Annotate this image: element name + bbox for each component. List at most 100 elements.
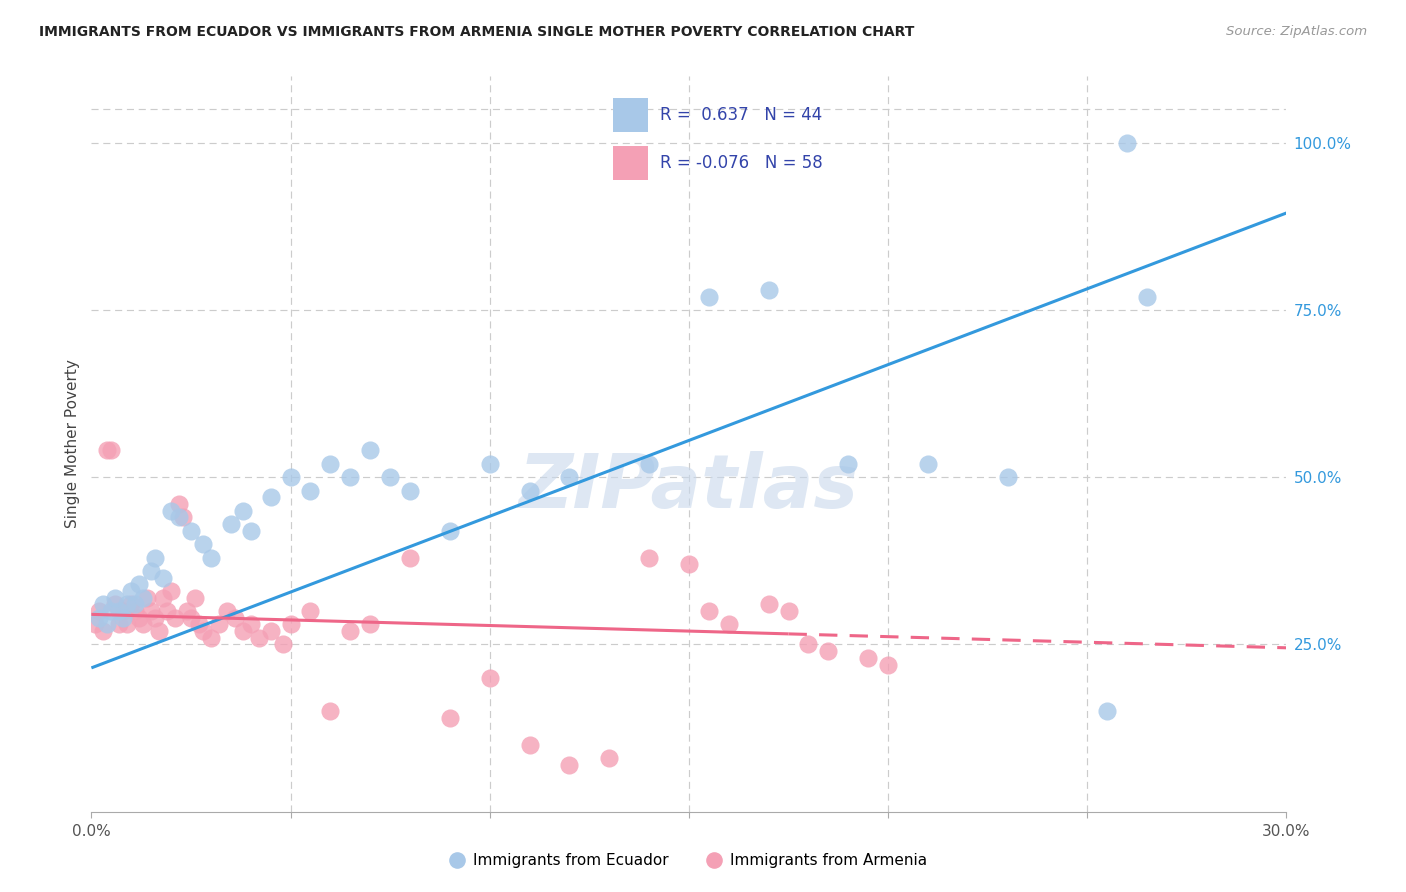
Point bbox=[136, 591, 159, 605]
Point bbox=[104, 591, 127, 605]
Point bbox=[104, 598, 127, 612]
Point bbox=[160, 583, 183, 598]
Point bbox=[399, 550, 422, 565]
Point bbox=[152, 591, 174, 605]
Point bbox=[259, 624, 281, 639]
Point bbox=[778, 604, 800, 618]
Point bbox=[758, 598, 780, 612]
Point bbox=[797, 637, 820, 651]
Point bbox=[558, 470, 581, 484]
Point bbox=[817, 644, 839, 658]
Point bbox=[108, 617, 131, 632]
Point bbox=[152, 571, 174, 585]
Point bbox=[120, 583, 142, 598]
Point bbox=[558, 758, 581, 772]
Point bbox=[124, 598, 146, 612]
Point bbox=[717, 617, 740, 632]
Point bbox=[1097, 705, 1119, 719]
Point bbox=[224, 611, 246, 625]
Point bbox=[439, 524, 461, 538]
Text: IMMIGRANTS FROM ECUADOR VS IMMIGRANTS FROM ARMENIA SINGLE MOTHER POVERTY CORRELA: IMMIGRANTS FROM ECUADOR VS IMMIGRANTS FR… bbox=[39, 25, 915, 39]
Point bbox=[156, 604, 179, 618]
Point bbox=[93, 598, 115, 612]
Point bbox=[215, 604, 238, 618]
Point bbox=[837, 457, 859, 471]
Point bbox=[877, 657, 900, 672]
Point bbox=[180, 611, 202, 625]
Point bbox=[319, 705, 342, 719]
Point bbox=[108, 604, 131, 618]
Point bbox=[299, 483, 322, 498]
Point bbox=[478, 457, 501, 471]
Point bbox=[697, 289, 720, 303]
Point bbox=[997, 470, 1019, 484]
Point bbox=[678, 557, 700, 572]
Point bbox=[93, 624, 115, 639]
Point bbox=[359, 617, 381, 632]
Point bbox=[439, 711, 461, 725]
Point bbox=[100, 443, 122, 458]
Point bbox=[128, 577, 150, 591]
Point bbox=[188, 617, 211, 632]
Point bbox=[219, 516, 242, 531]
Point bbox=[176, 604, 198, 618]
Point bbox=[917, 457, 939, 471]
Point bbox=[339, 624, 361, 639]
Legend: Immigrants from Ecuador, Immigrants from Armenia: Immigrants from Ecuador, Immigrants from… bbox=[444, 847, 934, 874]
Point bbox=[112, 611, 135, 625]
Point bbox=[232, 624, 254, 639]
Point bbox=[115, 617, 138, 632]
Point bbox=[1116, 136, 1139, 150]
Point bbox=[167, 497, 190, 511]
Point bbox=[856, 651, 880, 665]
Point bbox=[160, 503, 183, 517]
Point bbox=[200, 631, 222, 645]
Point bbox=[191, 537, 214, 551]
Point bbox=[89, 604, 111, 618]
Point bbox=[141, 564, 162, 578]
Point bbox=[172, 510, 194, 524]
Point bbox=[299, 604, 322, 618]
Point bbox=[239, 617, 262, 632]
Point bbox=[132, 617, 155, 632]
Point bbox=[638, 550, 661, 565]
Point bbox=[399, 483, 422, 498]
Point bbox=[259, 490, 281, 504]
Point bbox=[89, 611, 111, 625]
Point bbox=[141, 604, 162, 618]
Point bbox=[638, 457, 661, 471]
Point bbox=[128, 611, 150, 625]
Point bbox=[339, 470, 361, 484]
Point bbox=[148, 624, 170, 639]
Point bbox=[143, 611, 166, 625]
Point bbox=[96, 617, 118, 632]
Point bbox=[519, 738, 541, 752]
Point bbox=[120, 598, 142, 612]
Point bbox=[319, 457, 342, 471]
Point bbox=[115, 598, 138, 612]
Point bbox=[758, 283, 780, 297]
Point bbox=[1136, 289, 1159, 303]
Point bbox=[232, 503, 254, 517]
Point bbox=[112, 604, 135, 618]
Text: ZIPatlas: ZIPatlas bbox=[519, 451, 859, 524]
Point bbox=[271, 637, 294, 651]
Point bbox=[519, 483, 541, 498]
Point bbox=[124, 604, 146, 618]
Y-axis label: Single Mother Poverty: Single Mother Poverty bbox=[65, 359, 80, 528]
Point bbox=[200, 550, 222, 565]
Point bbox=[143, 550, 166, 565]
Point bbox=[167, 510, 190, 524]
Text: Source: ZipAtlas.com: Source: ZipAtlas.com bbox=[1226, 25, 1367, 38]
Point bbox=[84, 617, 107, 632]
Point bbox=[280, 470, 302, 484]
Point bbox=[239, 524, 262, 538]
Point bbox=[184, 591, 207, 605]
Point bbox=[359, 443, 381, 458]
Point bbox=[100, 604, 122, 618]
Point bbox=[163, 611, 186, 625]
Point bbox=[191, 624, 214, 639]
Point bbox=[378, 470, 402, 484]
Point bbox=[598, 751, 620, 765]
Point bbox=[132, 591, 155, 605]
